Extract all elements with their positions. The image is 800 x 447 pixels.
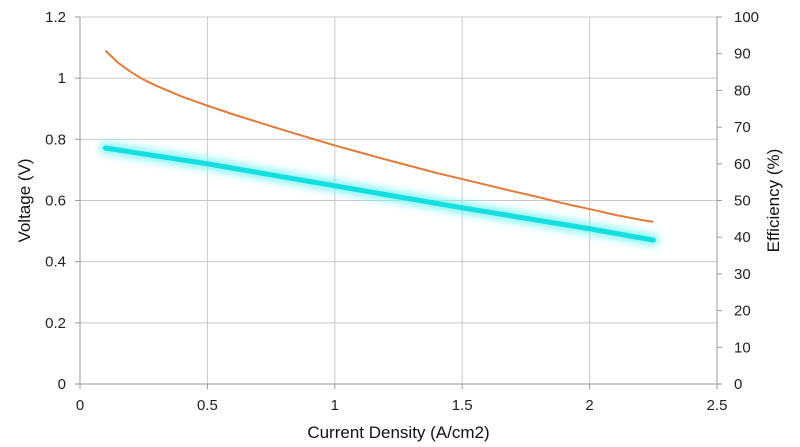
y2-tick-label: 60 — [734, 156, 751, 173]
x-tick-label: 1 — [331, 397, 339, 414]
y-tick-label: 1 — [58, 70, 66, 87]
x-tick-label: 1.5 — [452, 397, 473, 414]
y-tick-label: 0 — [58, 376, 66, 393]
tick-labels: 0 0.5 1 1.5 2 2.5 0 0.2 0.4 0.6 0.8 1 1.2 0 10 20 30 40 50… — [45, 9, 759, 414]
x-tick-label: 0.5 — [197, 397, 218, 414]
y-tick-label: 0.4 — [45, 254, 66, 271]
y2-tick-label: 20 — [734, 303, 751, 320]
y-tick-label: 1.2 — [45, 9, 66, 26]
y2-tick-label: 0 — [734, 376, 742, 393]
y2-tick-label: 70 — [734, 119, 751, 136]
y2-axis-title: Efficiency (%) — [764, 149, 783, 253]
x-tick-label: 0 — [76, 397, 84, 414]
x-tick-label: 2 — [585, 397, 593, 414]
efficiency-line — [102, 145, 656, 243]
y-axis-title: Voltage (V) — [15, 158, 34, 242]
x-tick-label: 2.5 — [707, 397, 728, 414]
y2-tick-label: 40 — [734, 229, 751, 246]
y2-tick-label: 50 — [734, 193, 751, 210]
y2-tick-label: 10 — [734, 339, 751, 356]
y-tick-label: 0.8 — [45, 131, 66, 148]
x-axis-title: Current Density (A/cm2) — [307, 423, 489, 442]
series-layer — [99, 49, 660, 247]
y2-tick-label: 80 — [734, 82, 751, 99]
y2-tick-label: 100 — [734, 9, 759, 26]
y-tick-label: 0.2 — [45, 315, 66, 332]
plot-frame — [75, 16, 722, 389]
y-tick-label: 0.6 — [45, 193, 66, 210]
y2-tick-label: 30 — [734, 266, 751, 283]
y2-tick-label: 90 — [734, 46, 751, 63]
